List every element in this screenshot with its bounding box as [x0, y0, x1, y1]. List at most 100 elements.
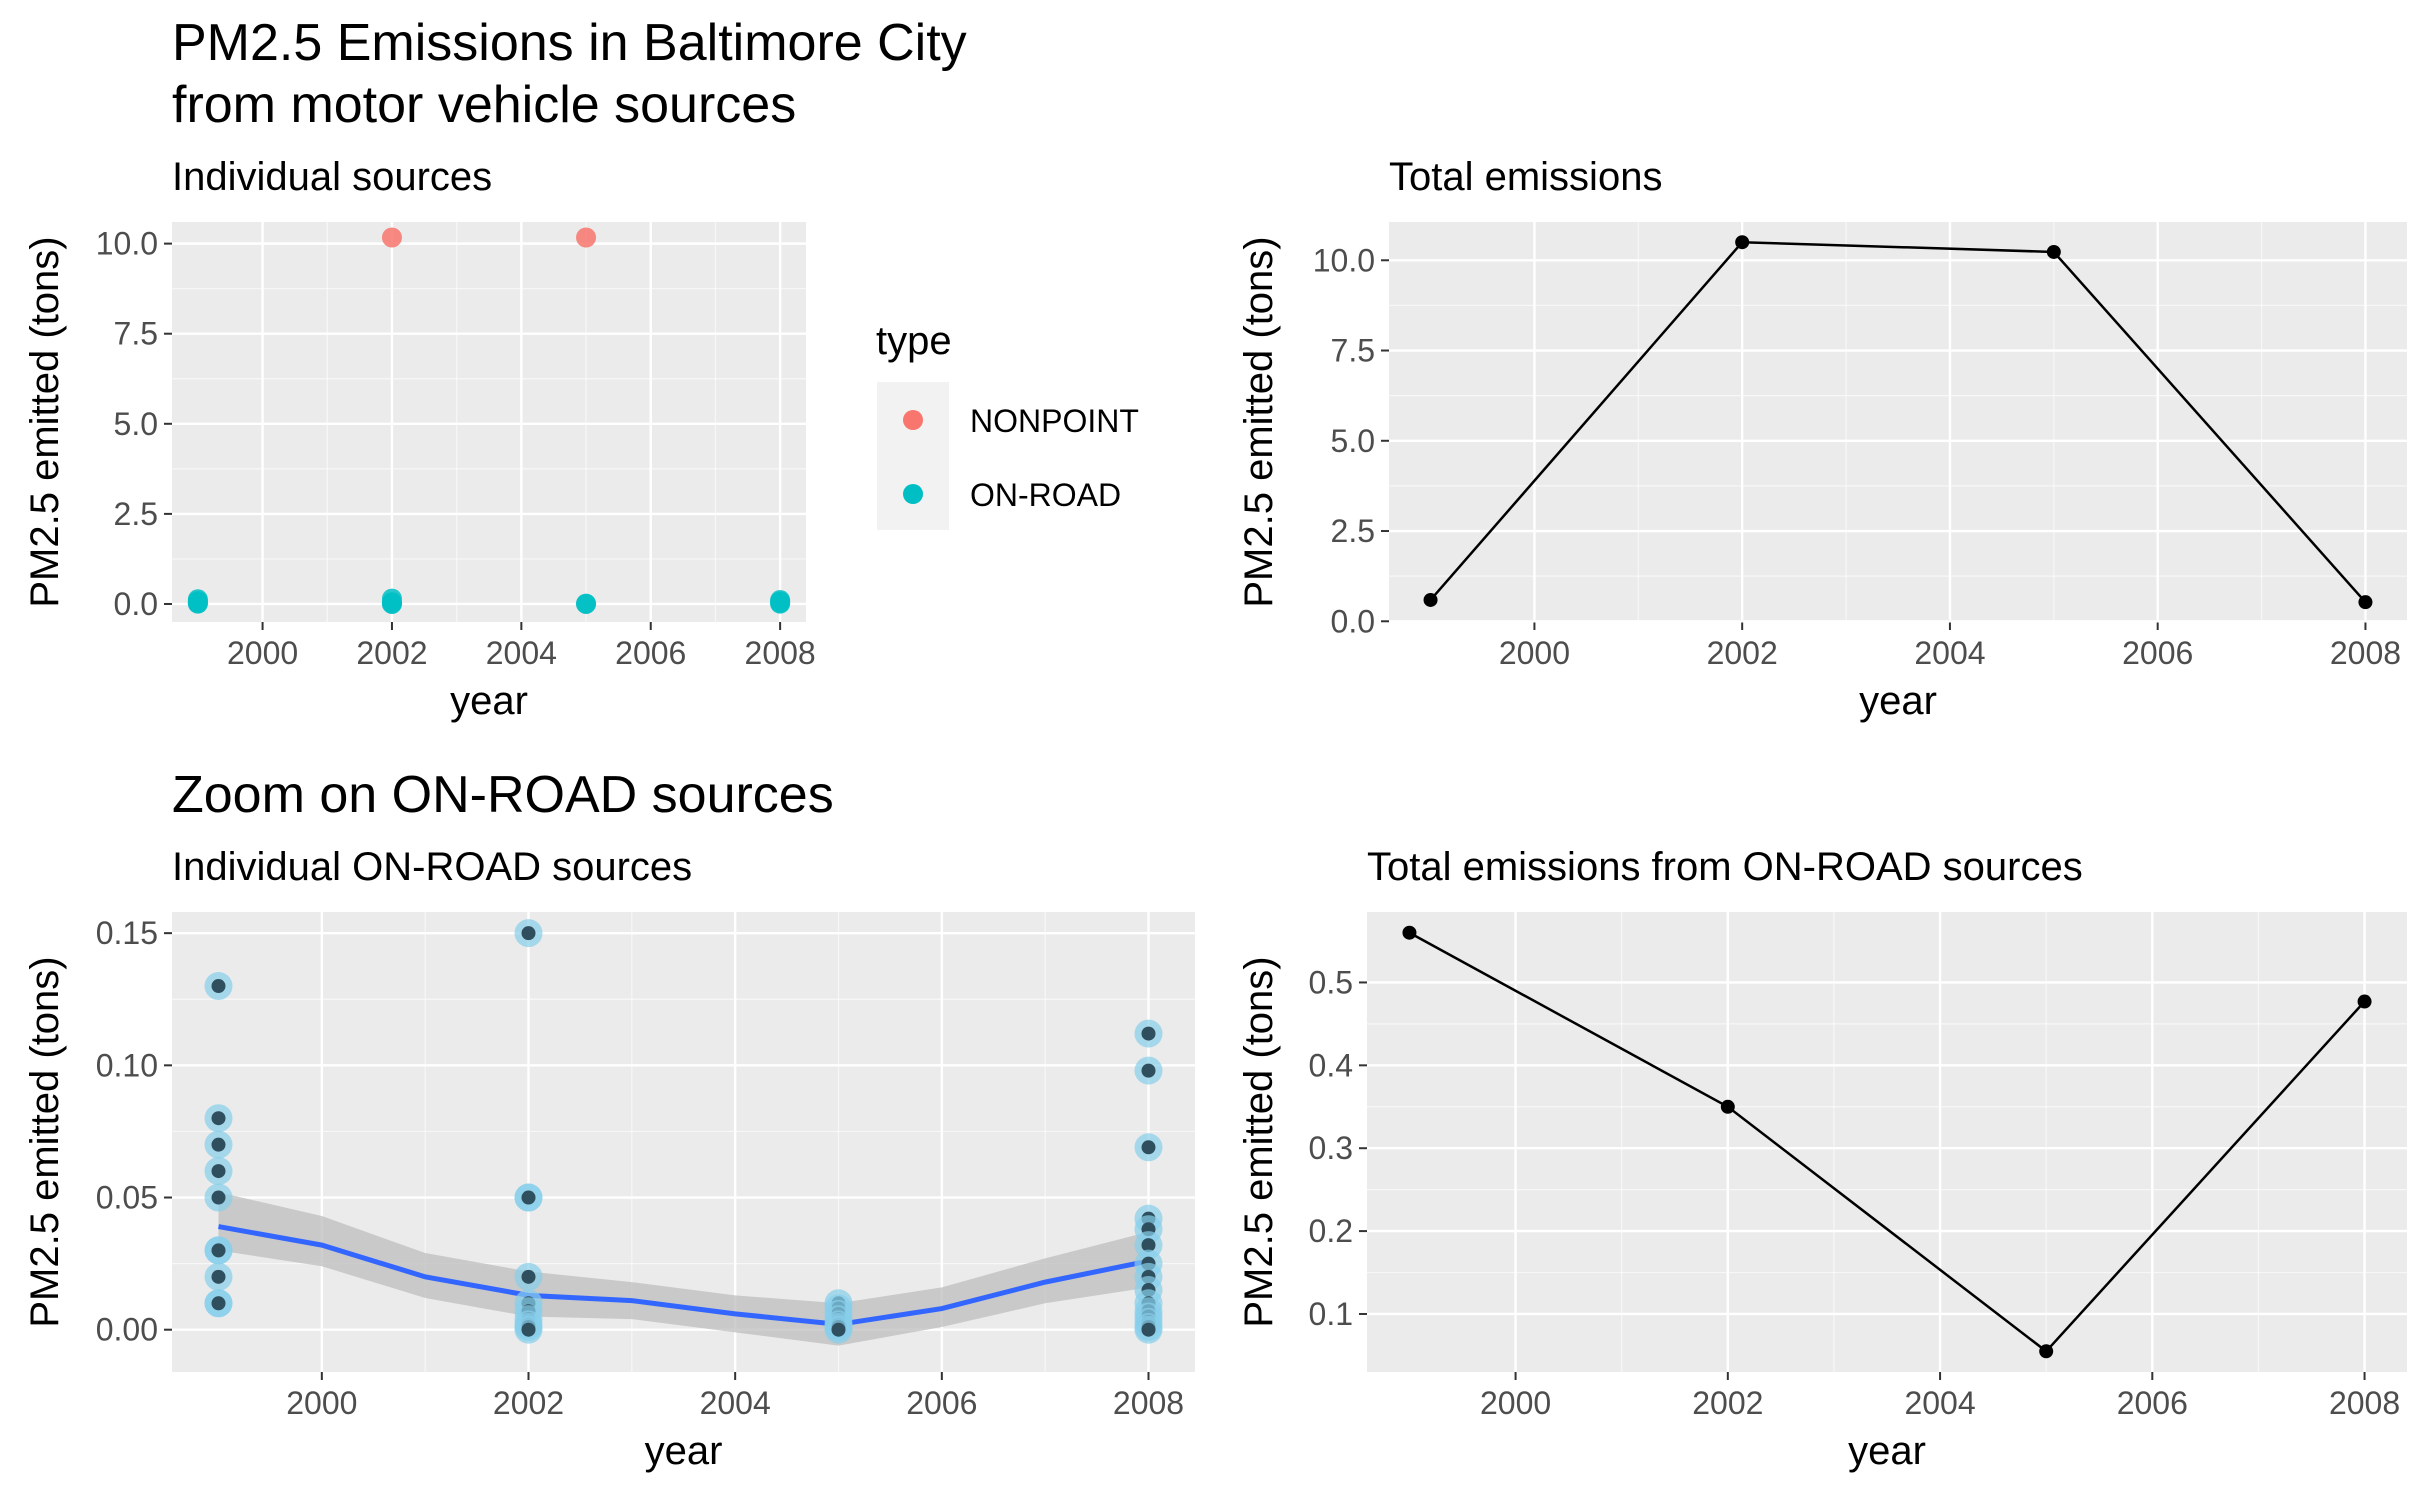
point	[211, 1164, 226, 1179]
point	[521, 1190, 536, 1205]
x-tick-label: 2002	[356, 635, 427, 671]
confidence-ribbon	[218, 1192, 1149, 1346]
point	[211, 1190, 226, 1205]
point	[211, 1111, 226, 1126]
y-tick-label: 0.05	[96, 1180, 158, 1216]
point	[1141, 1063, 1156, 1078]
y-tick-label: 7.5	[114, 316, 158, 352]
x-axis-title: year	[1848, 1429, 1926, 1473]
point-on-road	[381, 593, 402, 614]
panel-subtitle: Total emissions from ON-ROAD sources	[1367, 845, 2083, 889]
point	[1141, 1322, 1156, 1337]
legend-title: type	[876, 319, 952, 363]
point	[211, 1269, 226, 1284]
panel-individual-on-road-sources: 2000 2002 2004 2006 2008 0.00 0.05 0.10 0.15 Indi…	[23, 845, 1195, 1473]
x-tick-label: 2000	[1480, 1385, 1551, 1421]
y-tick-label: 0.0	[1331, 603, 1375, 639]
y-tick-label: 0.15	[96, 915, 158, 951]
point	[211, 1243, 226, 1258]
y-tick-label: 2.5	[114, 496, 158, 532]
y-tick-label: 7.5	[1331, 333, 1375, 369]
x-tick-label: 2004	[1904, 1385, 1975, 1421]
x-axis-title: year	[1859, 679, 1937, 723]
zoom-title: Zoom on ON-ROAD sources	[172, 766, 834, 824]
x-tick-label: 2002	[1707, 635, 1778, 671]
series-point	[1720, 1099, 1735, 1114]
series-point	[2357, 994, 2372, 1009]
y-tick-label: 0.00	[96, 1312, 158, 1348]
y-tick-label: 5.0	[1331, 423, 1375, 459]
x-tick-label: 2008	[2329, 1385, 2400, 1421]
x-tick-label: 2008	[745, 635, 816, 671]
legend-key-on-road	[903, 484, 923, 504]
x-axis-title: year	[645, 1429, 723, 1473]
point	[211, 1137, 226, 1152]
x-tick-label: 2000	[227, 635, 298, 671]
point	[1141, 1026, 1156, 1041]
panel-background	[172, 222, 806, 622]
series-line	[1408, 931, 2366, 1353]
y-tick-label: 0.3	[1309, 1130, 1353, 1166]
y-axis-title: PM2.5 emitted (tons)	[1237, 956, 1281, 1327]
series-point	[2039, 1344, 2054, 1359]
panel-total-on-road-emissions: 2000 2002 2004 2006 2008 0.1 0.2 0.3 0.4 0.5 Total…	[1237, 845, 2407, 1473]
series-line	[1429, 240, 2367, 603]
point-nonpoint	[576, 227, 597, 248]
x-axis-title: year	[450, 679, 528, 723]
series-point	[1423, 592, 1438, 607]
y-tick-label: 0.5	[1309, 964, 1353, 1000]
y-tick-label: 2.5	[1331, 513, 1375, 549]
point-on-road	[187, 593, 208, 614]
point	[211, 979, 226, 994]
y-tick-label: 0.10	[96, 1047, 158, 1083]
main-title-line-1: PM2.5 Emissions in Baltimore City	[172, 14, 967, 72]
y-axis-title: PM2.5 emitted (tons)	[1237, 236, 1281, 607]
main-title-line-2: from motor vehicle sources	[172, 76, 796, 134]
y-tick-label: 0.4	[1309, 1047, 1353, 1083]
legend: type NONPOINT ON-ROAD	[876, 319, 1139, 530]
x-tick-label: 2008	[1113, 1385, 1184, 1421]
y-axis-title: PM2.5 emitted (tons)	[23, 236, 67, 607]
x-tick-label: 2002	[493, 1385, 564, 1421]
smooth-line	[218, 1224, 1150, 1327]
legend-key-nonpoint	[903, 410, 923, 430]
point	[211, 1296, 226, 1311]
point	[521, 1269, 536, 1284]
y-tick-label: 5.0	[114, 406, 158, 442]
series-point	[1735, 235, 1750, 250]
point	[1141, 1140, 1156, 1155]
x-tick-label: 2004	[1914, 635, 1985, 671]
y-tick-label: 10.0	[1313, 242, 1375, 278]
panel-individual-sources: 2000 2002 2004 2006 2008 0.0 2.5 5.0 7.5 10.0 Indi…	[23, 155, 816, 723]
panel-subtitle: Individual ON-ROAD sources	[172, 845, 692, 889]
series-point	[1402, 925, 1417, 940]
x-tick-label: 2006	[615, 635, 686, 671]
x-tick-label: 2000	[1499, 635, 1570, 671]
point	[521, 1322, 536, 1337]
series-point	[2358, 595, 2373, 610]
point	[831, 1322, 846, 1337]
legend-label-on-road: ON-ROAD	[970, 477, 1121, 513]
x-tick-label: 2006	[2117, 1385, 2188, 1421]
x-tick-label: 2004	[700, 1385, 771, 1421]
point-nonpoint	[381, 227, 402, 248]
point	[521, 926, 536, 941]
panel-subtitle: Individual sources	[172, 155, 492, 199]
panel-total-emissions: 2000 2002 2004 2006 2008 0.0 2.5 5.0 7.5 10.0 Tota…	[1237, 155, 2407, 723]
y-axis-title: PM2.5 emitted (tons)	[23, 956, 67, 1327]
x-tick-label: 2008	[2330, 635, 2401, 671]
panel-background	[1389, 222, 2407, 622]
y-tick-label: 0.1	[1309, 1296, 1353, 1332]
legend-key-background	[877, 382, 949, 530]
x-tick-label: 2006	[906, 1385, 977, 1421]
y-tick-label: 0.2	[1309, 1213, 1353, 1249]
panel-subtitle: Total emissions	[1389, 155, 1662, 199]
y-tick-label: 0.0	[114, 586, 158, 622]
point	[1141, 1238, 1156, 1253]
y-tick-label: 10.0	[96, 226, 158, 262]
x-tick-label: 2002	[1692, 1385, 1763, 1421]
x-tick-label: 2000	[286, 1385, 357, 1421]
point-on-road	[576, 593, 597, 614]
panel-background	[1367, 912, 2407, 1372]
